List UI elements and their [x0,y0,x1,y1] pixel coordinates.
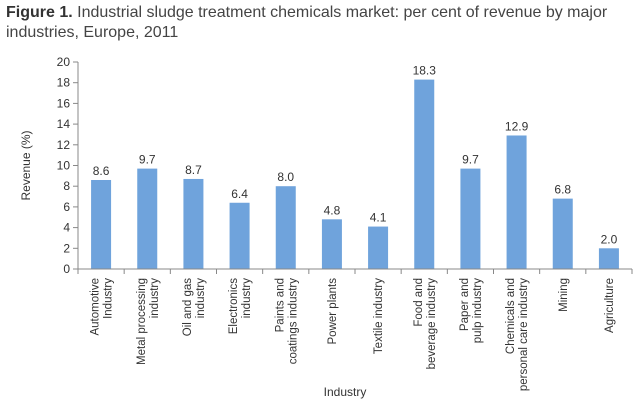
figure-caption: Figure 1. Industrial sludge treatment ch… [6,3,634,43]
bar-value-label: 18.3 [413,64,437,78]
bar [275,186,296,269]
category-label-line: Textile industry [373,278,385,354]
bar [598,248,619,269]
category-label-line: industry [149,278,161,319]
bar-value-label: 8.0 [277,170,294,184]
y-axis-title: Revenue (%) [19,130,33,200]
bars: 8.6 9.7 8.7 6.4 8.0 4.8 4.1 18.3 9.7 12.9 6.8 2.0 [91,64,619,269]
y-tick-label: 14 [57,117,71,131]
bar-value-label: 6.4 [231,187,248,201]
bar [414,79,435,269]
bar [137,168,158,269]
category-label-line: Paper and [459,278,471,331]
category-label: Power plants [327,278,339,345]
figure-title: Industrial sludge treatment chemicals ma… [6,4,608,41]
y-tick-label: 4 [63,221,70,235]
category-label-line: Automotive [90,278,102,336]
y-axis: 0 2 4 6 8 10 12 14 16 18 20 [57,55,79,276]
bar-value-label: 4.1 [370,211,387,225]
category-label-line: Electronics [228,278,240,334]
category-label: Paper andpulp industry [459,278,484,343]
bar-value-label: 8.6 [93,164,110,178]
category-label-line: pulp industry [472,278,484,343]
category-label-line: Agriculture [604,278,616,333]
y-tick-label: 0 [63,262,70,276]
category-label: AutomotiveIndustry [90,278,115,336]
category-label-line: beverage industry [426,278,438,370]
category-label-line: Food and [413,278,425,327]
bar [183,178,204,269]
y-tick-label: 8 [63,179,70,193]
bar [91,179,112,269]
category-label: Food andbeverage industry [413,278,438,370]
category-label: Chemicals andpersonal care industry [505,278,530,391]
bar [460,168,481,269]
bar-value-label: 4.8 [324,203,341,217]
category-label-line: Chemicals and [505,278,517,354]
x-axis-title: Industry [324,385,367,399]
category-label-line: Mining [558,278,570,312]
y-tick-label: 18 [57,76,71,90]
category-label: Metal processingindustry [136,278,161,365]
bar [552,198,573,269]
y-tick-label: 12 [57,138,71,152]
bar [229,202,250,269]
category-label-line: Paints and [274,278,286,332]
category-label-line: Industry [103,278,115,319]
bar [321,219,342,269]
bar-value-label: 12.9 [505,119,529,133]
y-tick-label: 16 [57,96,71,110]
bar-value-label: 9.7 [462,153,479,167]
y-tick-label: 2 [63,241,70,255]
category-label-line: Metal processing [136,278,148,365]
category-label: Agriculture [604,278,616,333]
bar [506,135,527,269]
bar-value-label: 6.8 [554,183,571,197]
category-label-line: industry [195,278,207,319]
figure-label: Figure 1. [6,4,73,21]
category-label: Textile industry [373,278,385,354]
y-tick-label: 10 [57,159,71,173]
y-tick-label: 20 [57,55,71,69]
category-label-line: coatings industry [287,278,299,365]
category-label: Mining [558,278,570,312]
category-label: Electronicsindustry [228,278,253,334]
bar-value-label: 9.7 [139,153,156,167]
category-label: Paints andcoatings industry [274,278,299,365]
x-axis: AutomotiveIndustry Metal processingindust… [77,268,633,391]
bar-value-label: 8.7 [185,163,202,177]
category-label-line: industry [241,278,253,319]
bar [368,226,389,269]
category-label-line: Power plants [327,278,339,345]
category-label: Oil and gasindustry [182,278,207,336]
category-label-line: personal care industry [518,278,530,391]
y-tick-label: 6 [63,200,70,214]
bar-value-label: 2.0 [601,232,618,246]
category-label-line: Oil and gas [182,278,194,336]
